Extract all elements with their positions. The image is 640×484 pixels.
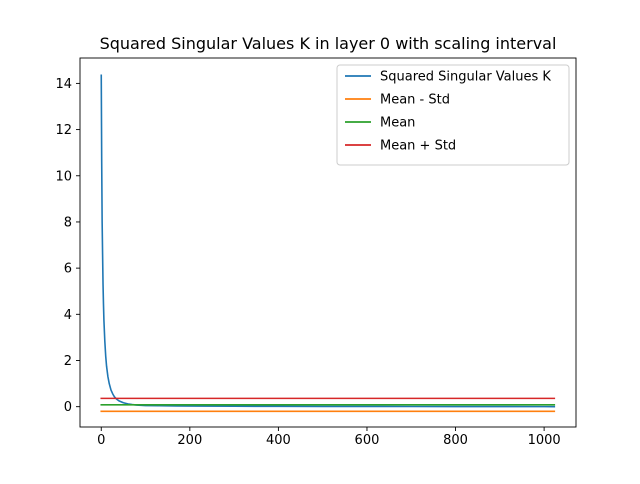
x-tick-label: 200 bbox=[177, 433, 202, 448]
chart-title: Squared Singular Values K in layer 0 wit… bbox=[100, 34, 557, 53]
y-tick-label: 4 bbox=[64, 308, 72, 323]
x-tick-label: 600 bbox=[355, 433, 380, 448]
axes-frame bbox=[79, 57, 577, 428]
legend-label: Mean - Std bbox=[380, 93, 450, 108]
x-tick-label: 800 bbox=[443, 433, 468, 448]
legend-label: Mean bbox=[380, 116, 415, 131]
series-line-squared-singular-values-k bbox=[100, 74, 556, 408]
y-tick-label: 12 bbox=[55, 123, 72, 138]
legend-box bbox=[336, 64, 570, 166]
axes: 0 200 400 600 800 1000 0 2 4 6 8 10 12 14 bbox=[55, 57, 577, 448]
y-tick-label: 10 bbox=[55, 169, 72, 184]
legend-label: Squared Singular Values K bbox=[380, 70, 551, 85]
x-tick-label: 1000 bbox=[528, 433, 561, 448]
legend: Squared Singular Values K Mean - Std Mean M… bbox=[336, 64, 570, 166]
y-tick-label: 8 bbox=[64, 215, 72, 230]
plot-area bbox=[100, 74, 556, 413]
x-tick-label: 400 bbox=[266, 433, 291, 448]
y-tick-label: 6 bbox=[64, 262, 72, 277]
legend-label: Mean + Std bbox=[380, 139, 456, 154]
y-tick-label: 14 bbox=[55, 77, 72, 92]
y-tick-label: 2 bbox=[64, 354, 72, 369]
y-tick-label: 0 bbox=[64, 400, 72, 415]
x-tick-label: 0 bbox=[97, 433, 105, 448]
